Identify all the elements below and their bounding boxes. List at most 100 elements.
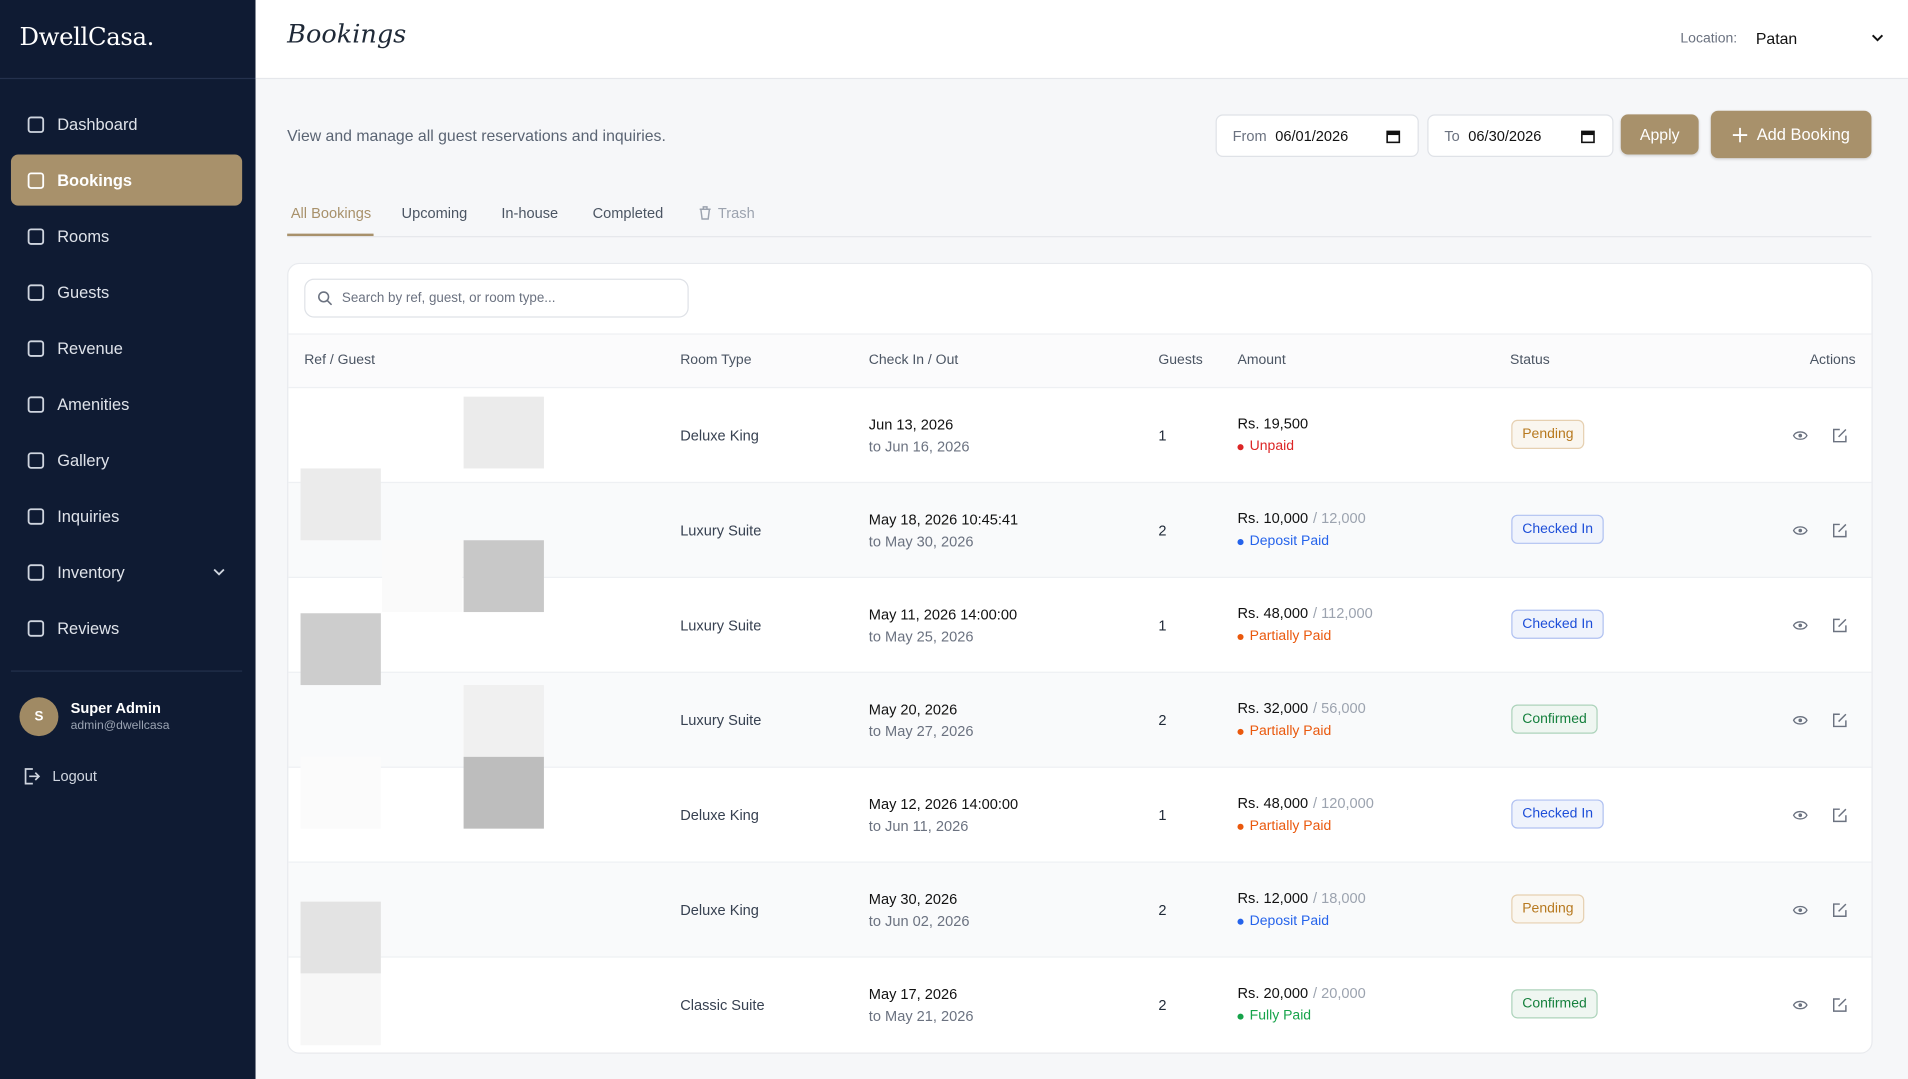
tab[interactable]: Upcoming [401, 204, 468, 222]
check-out: to May 27, 2026 [868, 722, 974, 740]
view-icon[interactable] [1792, 809, 1808, 821]
table-row: Deluxe King May 30, 2026 to Jun 02, 2026 2 R… [288, 861, 1872, 958]
view-icon[interactable] [1792, 999, 1808, 1011]
nav-item[interactable]: Reviews [11, 602, 242, 653]
payment-status: Fully Paid [1249, 1008, 1312, 1024]
column-header: Room Type [680, 352, 752, 368]
nav-item[interactable]: Guests [11, 266, 242, 317]
nav-item[interactable]: Inventory [11, 546, 242, 597]
check-out: to May 30, 2026 [868, 532, 974, 550]
icon-shape [27, 227, 45, 245]
nav-icon [27, 507, 45, 525]
edit-icon[interactable] [1832, 428, 1848, 443]
header: Bookings Location: Patan [255, 0, 1908, 80]
status-badge: Checked In [1511, 514, 1604, 544]
image-placeholder [300, 613, 381, 686]
add-booking-button[interactable]: Add Booking [1710, 110, 1872, 159]
check-in: May 17, 2026 [868, 985, 958, 1003]
search-box[interactable]: Search by ref, guest, or room type... [304, 278, 689, 318]
edit-icon[interactable] [1832, 998, 1848, 1013]
edit-icon[interactable] [1832, 618, 1848, 633]
status-badge: Pending [1511, 419, 1585, 449]
icon-shape [27, 283, 45, 301]
nav-item[interactable]: Bookings [10, 154, 243, 206]
nav-label: Revenue [57, 338, 123, 358]
tabs-line [287, 236, 1872, 238]
location-select[interactable]: Patan [1755, 29, 1798, 48]
total: / 56,000 [1312, 699, 1366, 717]
eye-path [1792, 431, 1808, 440]
image-placeholder [463, 396, 544, 469]
nav-item[interactable]: Gallery [11, 434, 242, 485]
payment-line: Partially Paid [1237, 724, 1331, 739]
logout-icon [24, 768, 41, 785]
column-header: Status [1510, 352, 1550, 368]
calendar-icon [1386, 130, 1401, 143]
tab[interactable]: In-house [501, 204, 559, 222]
tab[interactable]: All Bookings [290, 204, 372, 222]
calendar-icon [1581, 130, 1595, 143]
table-row: Deluxe King May 12, 2026 14:00:00 to Jun 1… [288, 766, 1872, 863]
eye-path [1792, 526, 1808, 535]
view-icon[interactable] [1792, 524, 1808, 536]
amount-line: Rs. 48,000/ 120,000 [1237, 795, 1373, 812]
check-out: to Jun 02, 2026 [868, 912, 970, 930]
table-row: Luxury Suite May 11, 2026 14:00:00 to May … [288, 576, 1872, 673]
payment-dot [1237, 633, 1244, 640]
tab[interactable]: Trash [717, 204, 755, 222]
nav-item[interactable]: Inquiries [11, 490, 242, 541]
trash-path [699, 206, 711, 220]
view-icon[interactable] [1792, 904, 1808, 916]
payment-line: Deposit Paid [1237, 914, 1329, 928]
edit-icon[interactable] [1832, 903, 1848, 918]
eye-pupil [1798, 718, 1803, 723]
edit-icon[interactable] [1832, 808, 1848, 823]
eye-pupil [1798, 813, 1803, 818]
nav-item[interactable]: Amenities [11, 378, 242, 429]
image-placeholder [463, 540, 544, 613]
payment-status: Deposit Paid [1249, 534, 1330, 549]
edit-path [1832, 808, 1847, 823]
date-from[interactable]: From 06/01/2026 [1215, 114, 1419, 157]
payment-status: Unpaid [1249, 439, 1295, 454]
total: / 20,000 [1312, 984, 1366, 1002]
check-in: May 20, 2026 [868, 700, 958, 718]
edit-path [1832, 998, 1847, 1012]
check-out: to May 25, 2026 [868, 627, 974, 645]
total: / 12,000 [1312, 509, 1366, 527]
nav-item[interactable]: Revenue [11, 322, 242, 373]
guests: 2 [1158, 901, 1167, 919]
check-in: May 12, 2026 14:00:00 [868, 795, 1019, 813]
check-in: May 11, 2026 14:00:00 [868, 605, 1018, 624]
nav-icon [27, 171, 45, 189]
edit-icon[interactable] [1832, 523, 1848, 538]
view-icon[interactable] [1792, 619, 1808, 631]
view-icon[interactable] [1792, 430, 1808, 442]
nav-item[interactable]: Dashboard [11, 99, 242, 150]
from-value: 06/01/2026 [1275, 127, 1349, 145]
date-to[interactable]: To 06/30/2026 [1427, 114, 1614, 157]
amount-line: Rs. 20,000/ 20,000 [1237, 984, 1365, 1001]
edit-icon[interactable] [1832, 713, 1848, 728]
icon-shape [27, 507, 45, 525]
logout[interactable]: Logout [52, 767, 97, 785]
apply-button[interactable]: Apply [1620, 114, 1699, 155]
chevron [213, 568, 225, 576]
edit-path [1832, 428, 1847, 443]
table-header [288, 333, 1872, 389]
nav-item[interactable]: Rooms [11, 211, 242, 262]
tab[interactable]: Completed [592, 204, 664, 222]
room-type: Deluxe King [680, 901, 759, 919]
view-icon[interactable] [1792, 714, 1808, 726]
room-type: Luxury Suite [680, 711, 762, 729]
icon-shape [27, 395, 45, 413]
eye-pupil [1798, 528, 1803, 533]
location-label: Location: [1680, 31, 1738, 47]
total: / 18,000 [1312, 889, 1366, 907]
amount-line: Rs. 48,000/ 112,000 [1237, 605, 1372, 622]
payment-dot [1237, 823, 1244, 830]
status-badge: Confirmed [1511, 704, 1598, 734]
icon-shape [27, 115, 45, 133]
icon-shape [27, 563, 45, 581]
